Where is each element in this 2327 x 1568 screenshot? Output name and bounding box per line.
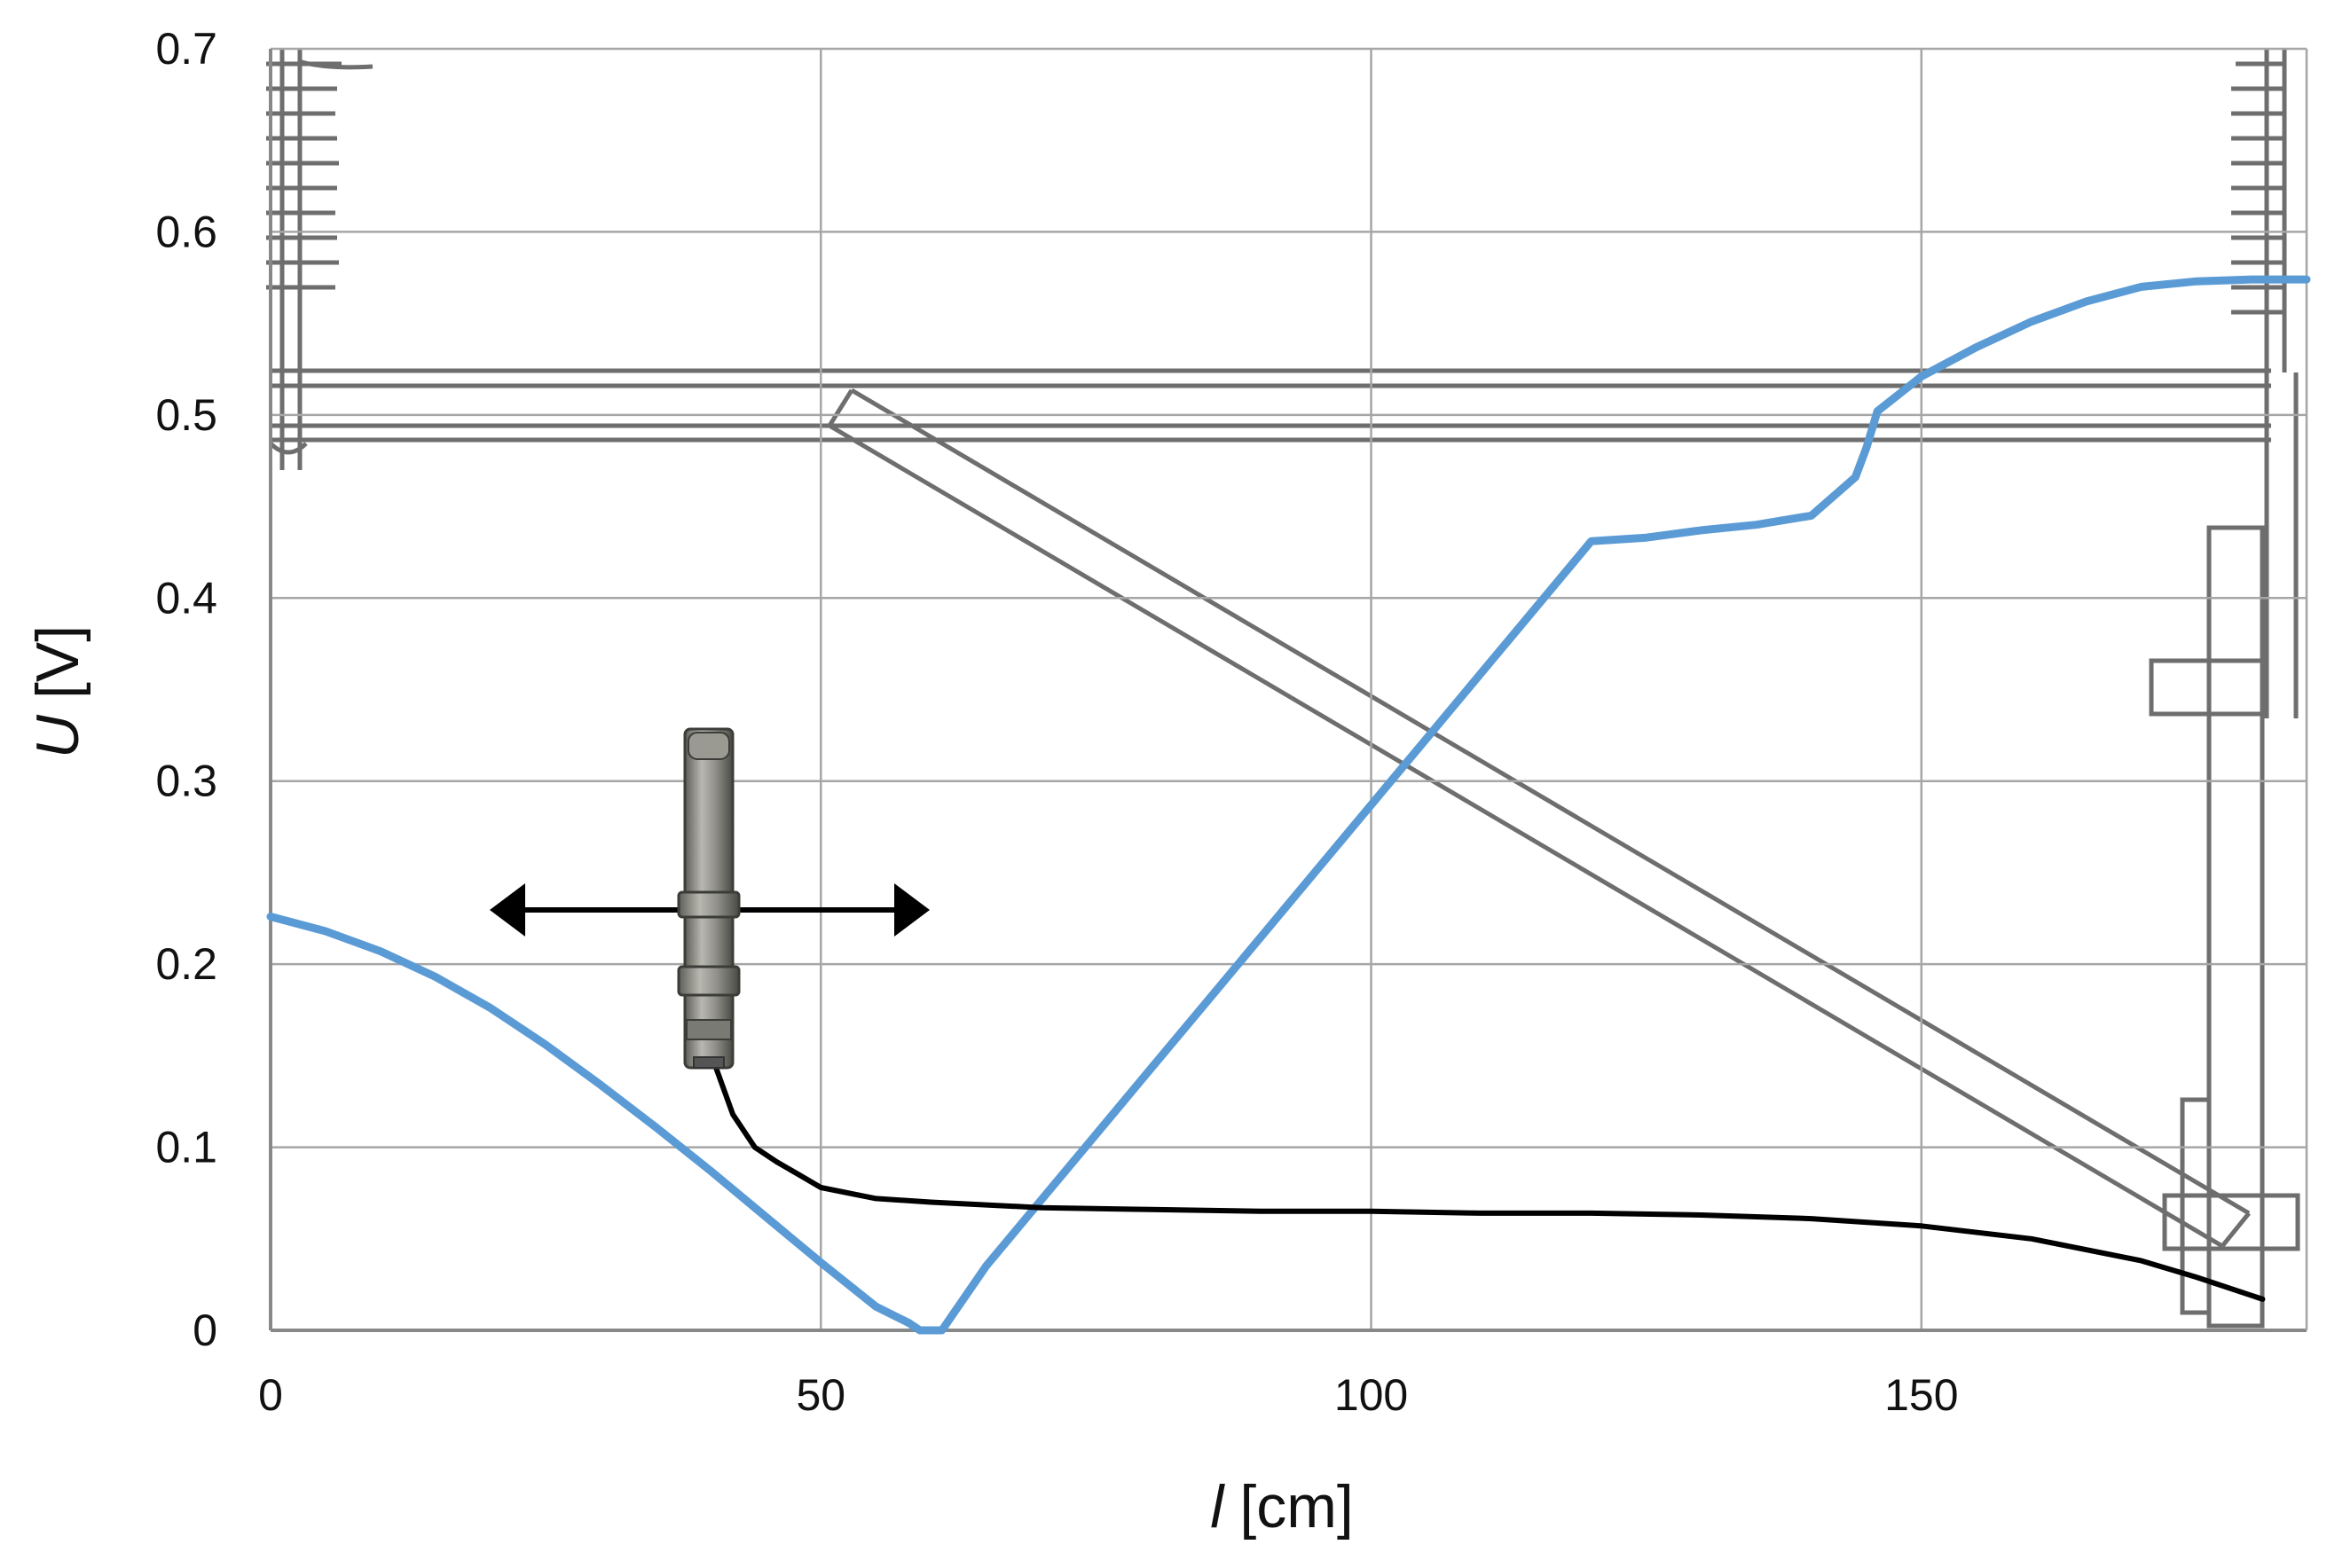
y-tick-label: 0.7 — [155, 24, 217, 74]
diagonal-brace-sketch — [827, 388, 2251, 1249]
voltage-series-line — [266, 275, 2311, 1335]
left-insulator-sketch — [266, 49, 373, 470]
y-tick-label: 0.3 — [155, 757, 217, 806]
x-axis-title: l [cm] — [1210, 1473, 1354, 1541]
plot-axes — [269, 49, 2308, 1332]
y-axis-tick-labels: 0 0.1 0.2 0.3 0.4 0.5 0.6 0.7 — [155, 24, 217, 1355]
y-axis-symbol: U — [24, 714, 91, 758]
horizontal-rail-sketch — [271, 368, 2271, 443]
y-tick-label: 0.2 — [155, 939, 217, 989]
track-structure-sketch — [266, 49, 2300, 1329]
x-axis-symbol: l — [1210, 1473, 1225, 1541]
y-tick-label: 0.6 — [155, 207, 217, 256]
y-axis-unit: [V] — [24, 625, 91, 699]
x-tick-label: 100 — [1334, 1370, 1408, 1420]
x-tick-label: 150 — [1884, 1370, 1958, 1420]
right-insulator-sketch — [2149, 49, 2300, 1329]
x-tick-label: 0 — [258, 1370, 283, 1420]
inductive-proximity-sensor-icon — [677, 727, 741, 1070]
x-tick-label: 50 — [796, 1370, 845, 1420]
y-tick-label: 0.5 — [155, 390, 217, 440]
sensor-cable-series-line — [713, 1065, 2266, 1302]
data-series — [266, 275, 2311, 1335]
y-tick-label: 0 — [193, 1305, 217, 1355]
x-axis-tick-labels: 0 50 100 150 — [258, 1370, 1958, 1420]
y-axis-title: U [V] — [24, 625, 91, 758]
y-tick-label: 0.4 — [155, 573, 217, 623]
y-tick-label: 0.1 — [155, 1123, 217, 1172]
gridlines — [271, 47, 2307, 1330]
x-axis-unit: [cm] — [1239, 1473, 1353, 1541]
